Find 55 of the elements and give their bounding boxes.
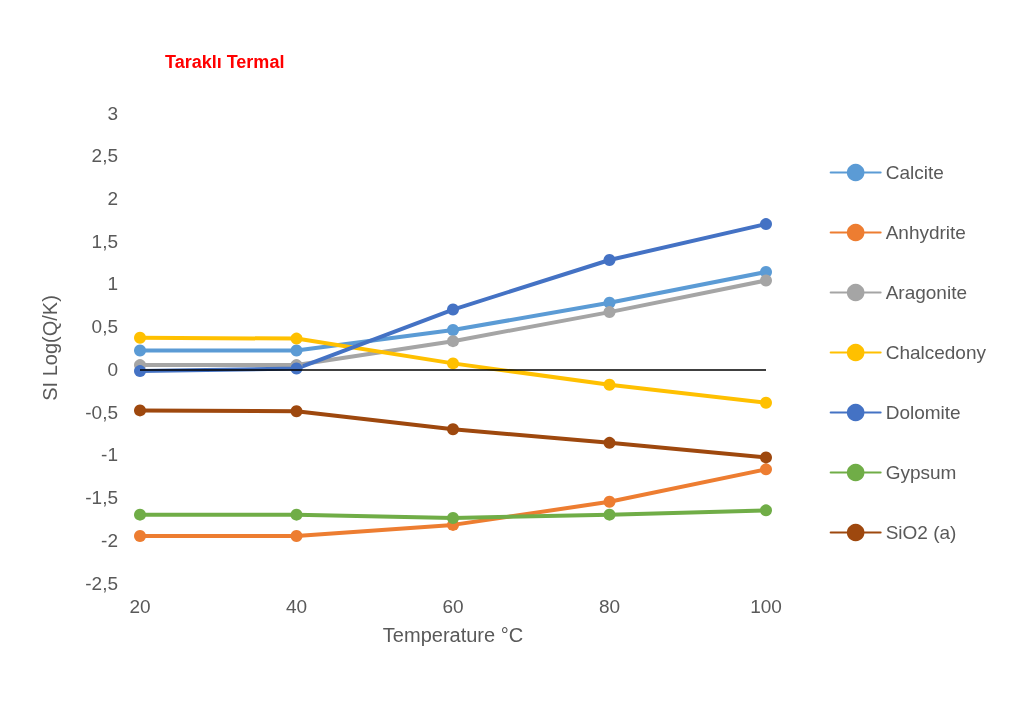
point (603, 253, 616, 266)
x-tick-label: 40 (285, 596, 308, 617)
point (603, 495, 616, 508)
point (134, 331, 146, 344)
point (134, 508, 146, 521)
point (760, 504, 772, 517)
y-tick-label: 0 (107, 358, 118, 380)
y-tick-label: 2,5 (91, 145, 118, 167)
point (760, 463, 772, 476)
x-tick-label: 60 (442, 596, 464, 617)
y-tick-label: 3 (107, 102, 118, 124)
point (290, 344, 303, 357)
point (760, 218, 772, 231)
point (447, 423, 459, 436)
x-tick-label: 80 (598, 596, 621, 617)
point (447, 512, 459, 525)
point (134, 404, 146, 417)
y-tick-label: -1 (101, 444, 118, 466)
legend-label: Calcite (885, 162, 944, 183)
y-tick-label: 1,5 (91, 230, 118, 252)
point (603, 436, 616, 449)
point (290, 508, 303, 521)
y-tick-label: -2,5 (85, 572, 118, 594)
point (134, 344, 146, 357)
legend-label: Gypsum (885, 462, 957, 483)
point (447, 335, 459, 348)
point (603, 508, 616, 521)
y-tick-label: 0,5 (91, 316, 118, 338)
x-axis-title: Temperature °C (382, 624, 524, 646)
y-tick-label: -0,5 (85, 401, 118, 423)
legend-label: Anhydrite (885, 222, 966, 243)
point (603, 378, 616, 391)
point (134, 530, 146, 542)
y-axis-title: SI Log(Q/K) (39, 295, 61, 401)
point (603, 306, 616, 319)
legend-label: Aragonite (885, 282, 967, 303)
point (760, 274, 772, 287)
point (447, 324, 459, 337)
x-tick-label: 20 (129, 596, 151, 617)
y-tick-label: -2 (101, 529, 118, 551)
y-tick-label: 1 (107, 273, 118, 295)
x-tick-label: 100 (750, 596, 782, 617)
point (290, 530, 303, 542)
point (760, 396, 772, 409)
point (760, 451, 772, 464)
point (290, 332, 303, 345)
legend-label: Dolomite (885, 402, 961, 423)
chart-title: Taraklı Termal (165, 52, 285, 72)
y-tick-label: -1,5 (85, 487, 118, 509)
y-tick-label: 2 (107, 187, 118, 209)
legend-label: SiO2 (a) (885, 522, 957, 543)
legend-label: Chalcedony (885, 342, 987, 363)
point (447, 357, 459, 370)
point (290, 405, 303, 418)
point (447, 303, 459, 316)
